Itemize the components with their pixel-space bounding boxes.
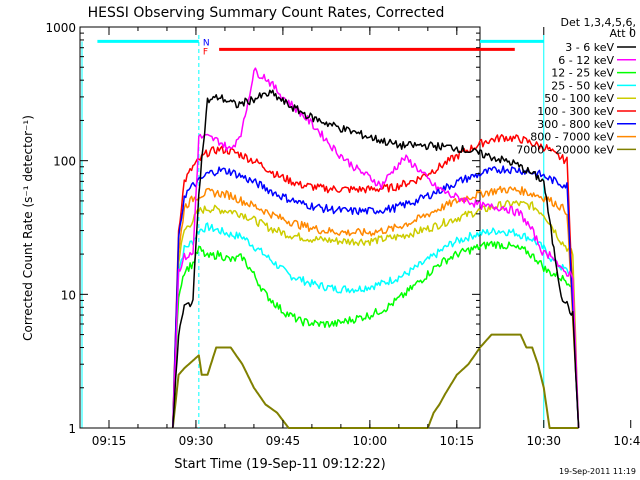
night-flag-label: N [203, 38, 210, 48]
legend-label: 25 - 50 keV [551, 79, 614, 92]
series-line [171, 333, 579, 429]
series-line [172, 67, 580, 429]
y-tick-label: 1000 [45, 21, 76, 35]
chart-title: HESSI Observing Summary Count Rates, Cor… [88, 5, 445, 21]
y-axis-label: Corrected Count Rate (s⁻¹ detector⁻¹) [21, 115, 35, 341]
legend-label: 100 - 300 keV [537, 105, 614, 118]
series-line [172, 199, 580, 429]
x-axis: 09:15 09:30 09:45 10:00 10:15 10:30 10:45 [92, 27, 640, 448]
x-tick-label: 10:15 [440, 434, 475, 448]
legend-label: 50 - 100 keV [544, 92, 614, 105]
series-line [172, 134, 580, 429]
legend-label: 800 - 7000 keV [530, 131, 614, 144]
legend-label: 12 - 25 keV [551, 67, 614, 80]
legend-label: 300 - 800 keV [537, 118, 614, 131]
legend-label: 6 - 12 keV [558, 54, 614, 67]
x-tick-label: 09:30 [179, 434, 214, 448]
flare-flag-label: F [203, 47, 208, 57]
series-line [172, 185, 580, 429]
y-tick-label: 100 [53, 155, 76, 169]
series-line [172, 222, 580, 429]
x-tick-label: 10:00 [353, 434, 388, 448]
legend-label: 7000 - 20000 keV [516, 143, 614, 156]
series-line [172, 240, 580, 429]
legend-header-line-1: Det 1,3,4,5,6, [560, 16, 636, 29]
x-tick-label: 10:30 [526, 434, 561, 448]
y-axis: 1 10 100 1000 [45, 21, 480, 436]
x-tick-label: 10:45 [613, 434, 640, 448]
series-layer [171, 67, 580, 429]
series-line [172, 89, 580, 429]
x-tick-label: 09:45 [266, 434, 301, 448]
legend-header-line-2: Att 0 [610, 27, 636, 40]
x-axis-label: Start Time (19-Sep-11 09:12:22) [174, 457, 385, 472]
plot-frame [79, 26, 481, 429]
y-tick-label: 10 [61, 288, 76, 302]
timestamp: 19-Sep-2011 11:19 [559, 467, 636, 476]
y-tick-label: 1 [68, 422, 76, 436]
plot-area: NF [79, 26, 580, 429]
x-tick-label: 09:15 [92, 434, 127, 448]
series-line [172, 165, 580, 429]
legend-label: 3 - 6 keV [565, 41, 614, 54]
